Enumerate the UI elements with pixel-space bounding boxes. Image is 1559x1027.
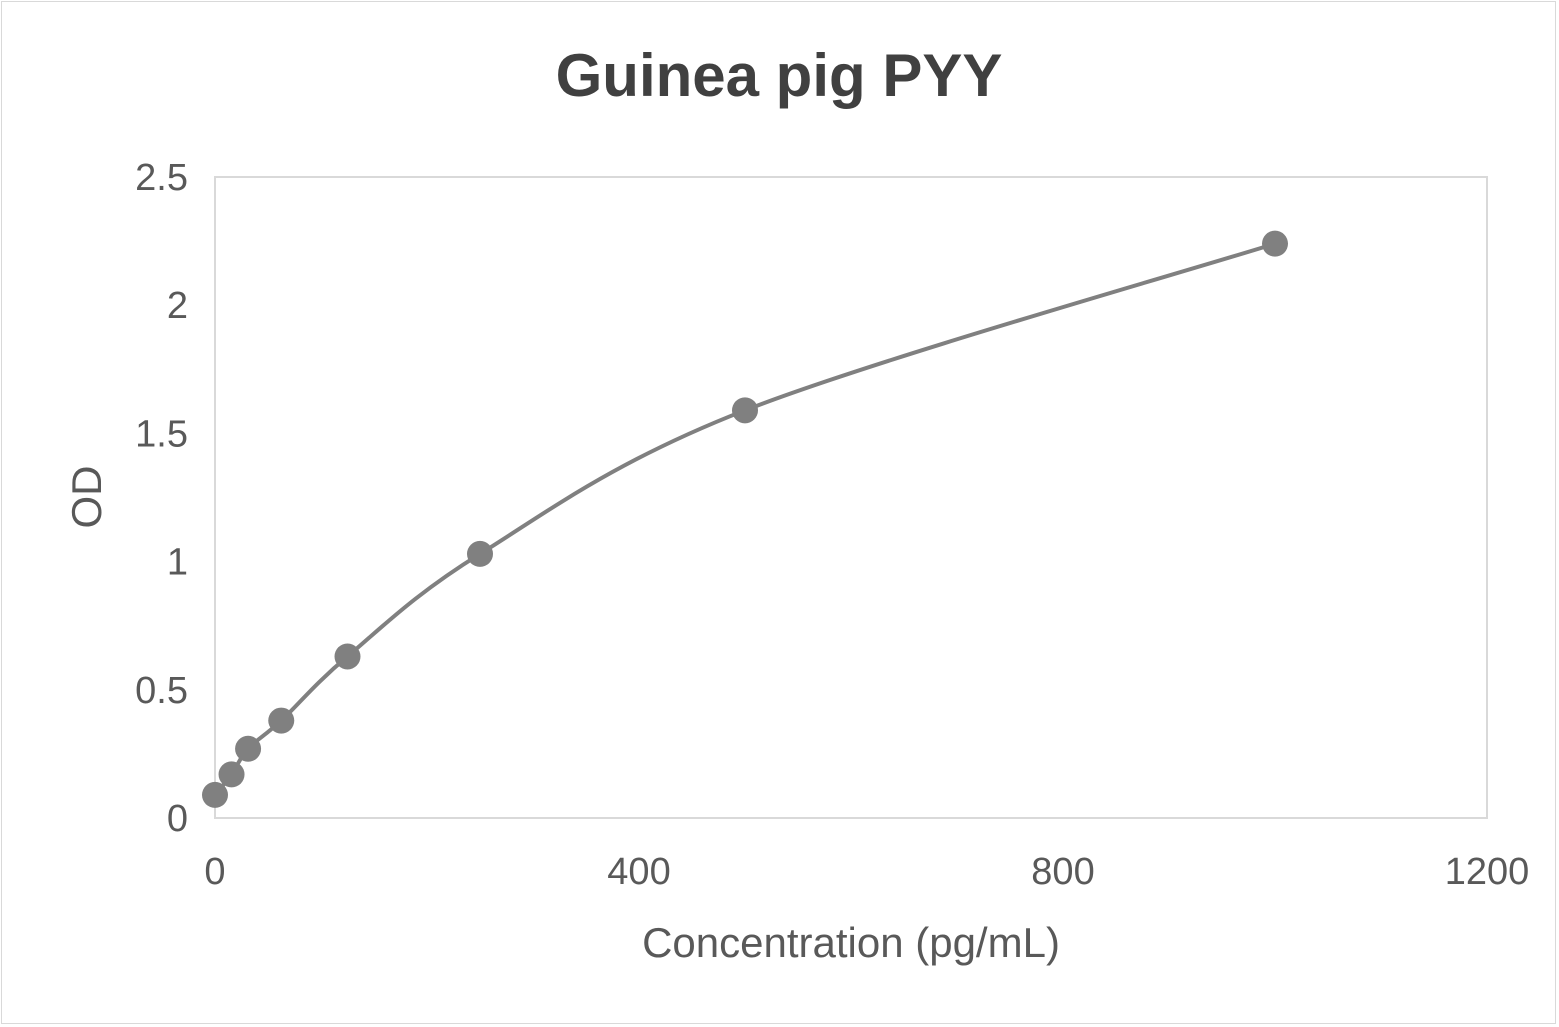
x-tick-label: 1200 [1445, 851, 1530, 893]
x-tick-label: 400 [607, 851, 670, 893]
y-tick-label: 1.5 [135, 413, 188, 455]
chart-title: Guinea pig PYY [556, 42, 1003, 109]
x-tick-label: 800 [1031, 851, 1094, 893]
data-point [1262, 230, 1288, 257]
y-axis-ticks: 0 0.5 1 1.5 2 2.5 [135, 157, 188, 840]
data-point [467, 540, 493, 567]
data-point [732, 397, 758, 424]
y-tick-label: 1 [167, 542, 188, 584]
y-tick-label: 2 [167, 285, 188, 327]
data-point [218, 761, 245, 788]
data-point [268, 707, 295, 734]
y-tick-label: 0.5 [135, 670, 188, 712]
y-axis-label: OD [63, 466, 110, 529]
x-axis-label: Concentration (pg/mL) [642, 919, 1060, 966]
y-tick-label: 2.5 [135, 157, 188, 199]
series-line [213, 241, 1276, 797]
x-tick-label: 0 [204, 851, 225, 893]
y-tick-label: 0 [167, 798, 188, 840]
data-point [235, 735, 262, 762]
data-point [334, 643, 361, 670]
x-axis-ticks: 0 400 800 1200 [204, 851, 1529, 893]
plot-area [214, 176, 1488, 819]
data-point [202, 781, 228, 808]
data-points [202, 230, 1288, 808]
